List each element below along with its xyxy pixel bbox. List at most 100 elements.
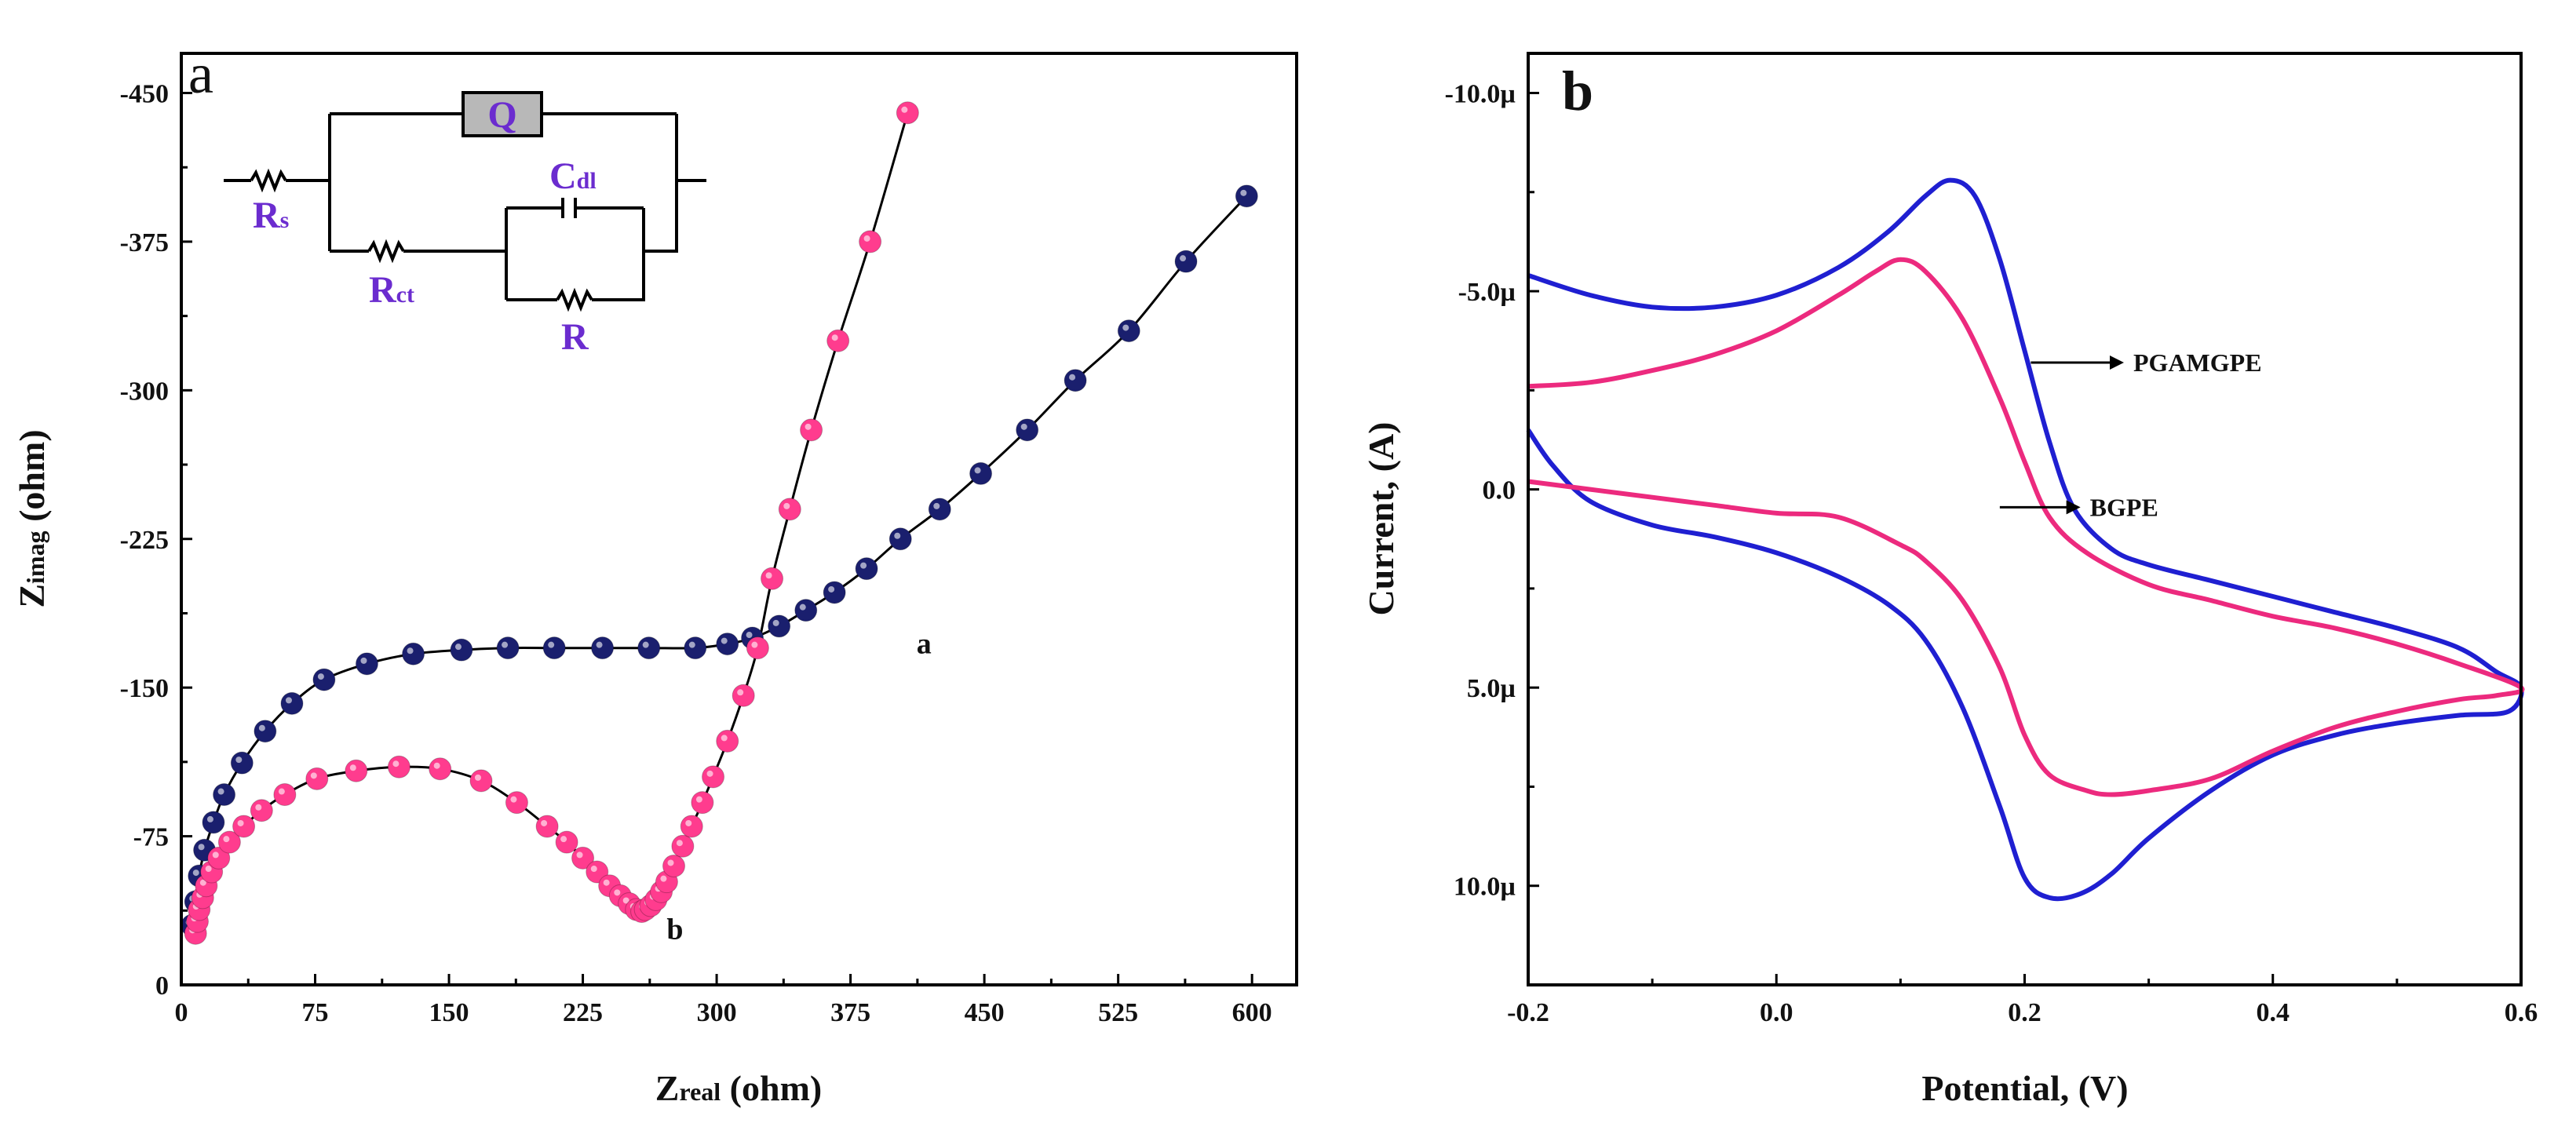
series-b-point-highlight [721,735,728,742]
series-a-point [591,636,615,660]
series-b-point-highlight [433,762,440,769]
series-b-point-highlight [614,889,621,896]
circuit-label-r: R [561,316,589,358]
series-a-point [1117,319,1140,343]
series-a-point-highlight [974,467,981,474]
series-b-point-highlight [510,796,517,803]
panel-b-y-tick-label: 0.0 [1483,476,1516,505]
panel-a-y-tick-label: -75 [133,823,169,852]
series-b-point-highlight [695,796,702,803]
series-a-label: a [917,628,932,661]
legend-bgpe-label: BGPE [2090,493,2158,521]
series-b-point-highlight [392,760,400,768]
series-b-point-highlight [278,788,285,795]
series-a-point [355,652,378,676]
series-b-point-highlight [831,334,838,341]
series-b-point-highlight [660,875,667,882]
series-a-point [684,636,707,660]
panel-b-x-tick-label: 0.4 [2257,998,2290,1027]
panel-b-y-tick-label: 5.0µ [1467,674,1516,703]
circuit-label-q: Q [487,94,516,136]
series-b-point-highlight [212,851,219,859]
series-a-point-highlight [317,673,324,680]
series-b-point [387,755,410,778]
series-b-point [761,567,784,590]
series-b-point-highlight [622,897,629,904]
panel-a-nyquist-plot: 0 75 150 225 300 375 450 525 600 0 -75 -150 -225 -300… [12,42,1298,1108]
series-b-point [732,684,755,707]
panel-a-x-tick-label: 0 [175,998,188,1027]
series-a-point-highlight [860,562,867,569]
series-b-point-highlight [676,840,683,847]
panel-b-x-axis-title: Potential, (V) [1921,1068,2128,1108]
series-a-point [312,668,336,691]
series-b-point-highlight [783,502,790,509]
series-b-point-highlight [223,836,230,843]
panel-a-x-tick-label: 75 [302,998,329,1027]
series-a-point-highlight [235,757,243,764]
panel-b-letter: b [1562,60,1593,122]
panel-a-x-tick-label: 150 [429,998,469,1027]
series-a-point-highlight [454,644,462,651]
series-b-point [305,767,329,790]
series-b-point [680,815,703,838]
series-a-point [1174,250,1198,273]
series-a-point-highlight [721,637,728,644]
series-a-point [280,691,304,715]
series-a-point [213,783,236,807]
series-b-point [429,757,452,781]
series-b-point-highlight [541,819,548,826]
panel-b-legend: PGAMGPE BGPE [1999,348,2262,521]
series-a-point [855,557,878,581]
series-a-point [1016,418,1039,442]
panel-a-y-tick-label: -450 [120,80,169,109]
panel-a-x-tick-label: 225 [563,998,603,1027]
series-b-point-highlight [901,106,908,113]
series-a-point-highlight [1020,423,1027,430]
series-b-point-highlight [863,235,870,242]
panel-b-x-tick-label: -0.2 [1507,998,1549,1027]
series-b-point [273,783,297,807]
series-a-point-highlight [548,641,555,648]
panel-b-x-tick-label: 0.2 [2008,998,2041,1027]
series-b-point [778,498,801,521]
panel-a-x-tick-label: 450 [965,998,1005,1027]
series-a-point [202,811,225,834]
resistor-rct-symbol [367,239,405,264]
series-a-point [716,633,739,656]
series-b-point [702,765,725,789]
series-a-point-highlight [894,532,901,539]
panel-b-y-tick-label: -10.0µ [1445,80,1516,109]
panel-a-data-points [181,101,1258,945]
series-a-point-highlight [596,641,603,648]
series-b-point [469,769,493,793]
series-b-point-highlight [590,866,597,873]
series-b-point [207,846,231,870]
panel-a-y-tick-label: -150 [120,674,169,703]
legend-pgamgpe-label: PGAMGPE [2133,348,2262,377]
series-b-point [800,418,823,442]
series-a-point-highlight [198,844,205,851]
series-b-point-highlight [765,572,772,579]
series-b-point-highlight [205,866,212,873]
equivalent-circuit-inset [224,91,706,312]
panel-a-y-tick-label: -225 [120,526,169,555]
legend-pgamgpe-arrowhead [2110,355,2124,370]
series-b-point-highlight [310,772,317,779]
series-b-point [232,815,256,838]
series-a-point [230,751,254,775]
series-b-point [217,830,241,854]
series-a-point [254,720,277,743]
series-a-point [888,527,912,551]
series-a-point-highlight [746,632,753,639]
series-b-point [662,854,686,877]
panel-a-y-tick-label: 0 [155,972,169,1001]
series-b-label: b [666,913,683,946]
series-b-point-highlight [560,836,567,843]
series-a-point-highlight [360,657,367,664]
panel-a-y-tick-label: -375 [120,228,169,257]
series-b-point [250,799,273,822]
panel-a-axis-ticks: 0 75 150 225 300 375 450 525 600 0 -75 -150 -225 -300… [120,80,1272,1027]
series-b-point [746,636,769,660]
